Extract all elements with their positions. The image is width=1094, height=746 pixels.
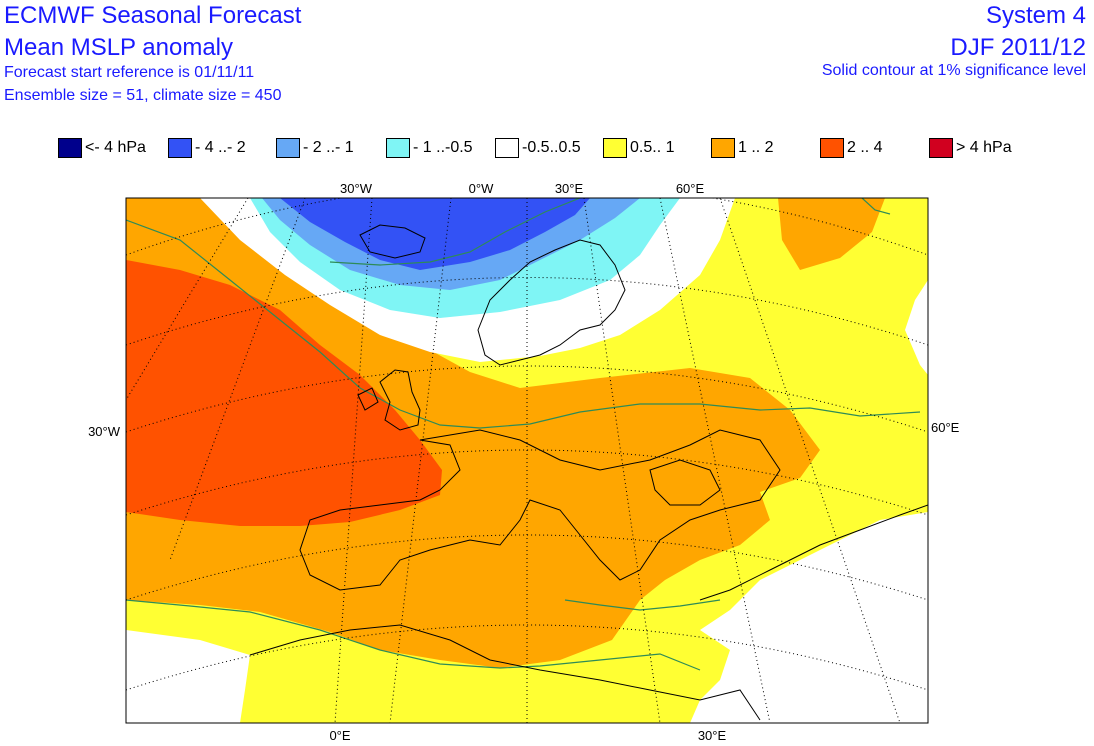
map-frame — [125, 197, 929, 724]
band-1-to-2-ne — [778, 198, 885, 270]
legend-item: 2 .. 4 — [820, 138, 883, 158]
legend-item: -0.5..0.5 — [495, 138, 581, 158]
legend-swatch — [168, 138, 192, 158]
season-label: DJF 2011/12 — [950, 34, 1086, 61]
coastline-scandinavia — [477, 239, 626, 366]
significance-note: Solid contour at 1% significance level — [821, 62, 1086, 79]
lon-label-top: 30°W — [340, 181, 373, 196]
lat-label-left: 30°W — [88, 424, 121, 439]
land-unshaded-africa — [126, 630, 250, 723]
coastline-iceland — [359, 224, 426, 259]
significance-contour — [126, 599, 701, 671]
coastline-black-sea — [649, 459, 721, 506]
lon-label-top: 60°E — [676, 181, 705, 196]
legend-label: - 1 ..-0.5 — [413, 139, 473, 156]
graticule — [126, 198, 901, 723]
legend-item: - 1 ..-0.5 — [386, 138, 473, 158]
legend-swatch — [820, 138, 844, 158]
map-field — [126, 198, 928, 723]
coastline-europe — [299, 429, 781, 591]
lon-label-top: 0°W — [469, 181, 494, 196]
legend-label: > 4 hPa — [956, 139, 1012, 156]
legend-label: - 2 ..- 1 — [303, 139, 354, 156]
legend-label: 0.5.. 1 — [630, 139, 675, 156]
legend-item: 1 .. 2 — [711, 138, 774, 158]
band-2-to-4 — [126, 260, 442, 526]
legend-item: - 4 ..- 2 — [168, 138, 246, 158]
legend-swatch — [929, 138, 953, 158]
lat-label-right: 60°E — [931, 420, 960, 435]
legend-label: 2 .. 4 — [847, 139, 883, 156]
legend-label: -0.5..0.5 — [522, 139, 581, 156]
legend-item: <- 4 hPa — [58, 138, 146, 158]
legend-swatch — [495, 138, 519, 158]
legend-item: 0.5.. 1 — [603, 138, 674, 158]
band-neutral-east — [905, 280, 928, 375]
band-1-to-2 — [126, 198, 820, 668]
system-label: System 4 — [985, 2, 1086, 29]
ensemble-size-text: Ensemble size = 51, climate size = 450 — [4, 87, 282, 104]
legend-label: 1 .. 2 — [738, 139, 774, 156]
coastline-africa — [249, 624, 761, 721]
coastline-uk — [357, 369, 421, 431]
lon-label-top: 30°E — [555, 181, 584, 196]
lon-label-bottom: 30°E — [698, 728, 727, 743]
legend-item: > 4 hPa — [929, 138, 1012, 158]
significance-contour — [861, 198, 891, 215]
significance-contour — [329, 198, 581, 266]
legend-swatch — [386, 138, 410, 158]
significance-contour — [564, 599, 721, 611]
legend-swatch — [711, 138, 735, 158]
legend-label: - 4 ..- 2 — [195, 139, 246, 156]
legend-swatch — [58, 138, 82, 158]
significance-contour — [126, 219, 921, 429]
lon-label-bottom: 0°E — [329, 728, 350, 743]
land-unshaded-southeast — [690, 512, 928, 723]
map-title: ECMWF Seasonal Forecast — [4, 2, 302, 29]
legend-label: <- 4 hPa — [85, 139, 146, 156]
band-minus-4-to-minus-2 — [280, 198, 590, 270]
map-subtitle: Mean MSLP anomaly — [4, 34, 234, 61]
forecast-start-text: Forecast start reference is 01/11/11 — [4, 64, 255, 81]
legend-item: - 2 ..- 1 — [276, 138, 354, 158]
legend-swatch — [276, 138, 300, 158]
coastline-mideast — [699, 504, 928, 601]
legend-swatch — [603, 138, 627, 158]
